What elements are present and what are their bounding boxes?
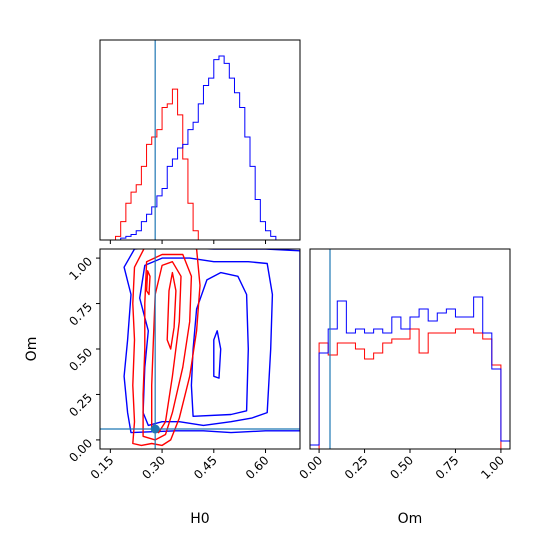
contour-blue-1 [139, 257, 274, 427]
scatter-xtick-label: 0.45 [191, 453, 220, 482]
hist-h0-panel [99, 39, 301, 244]
truth-point-marker [150, 424, 160, 434]
scatter-xtick-label: 0.30 [139, 453, 168, 482]
contour-red-3 [166, 271, 177, 350]
hist-h0-frame [99, 39, 301, 241]
hist-om-xtick-label: 0.25 [342, 453, 371, 482]
scatter-ytick-label: 0.50 [66, 345, 95, 374]
scatter-ytick-label: 1.00 [66, 254, 95, 283]
contour-blue-0 [123, 249, 300, 434]
x-axis-label-om: Om [398, 511, 423, 527]
hist-h0-ticks [109, 240, 267, 244]
scatter-content [100, 249, 300, 449]
hist-om-content [310, 249, 510, 449]
hist-om-frame [309, 248, 511, 450]
hist-h0-plot-area [100, 40, 300, 240]
scatter-ytick-label: 0.75 [66, 300, 95, 329]
hist-om-xtick-label: 0.75 [433, 453, 462, 482]
hist-om-series-red [310, 328, 510, 449]
hist-h0-series-blue [100, 55, 300, 240]
scatter-ytick-label: 0.00 [66, 436, 95, 465]
hist-om-xtick-label: 0.50 [387, 453, 416, 482]
hist-om-xtick-label: 0.00 [296, 453, 325, 482]
hist-om-series-blue [310, 296, 510, 449]
scatter-plot-area [100, 249, 300, 449]
hist-om-panel: 0.00 0.25 0.50 0.75 1.00 [296, 248, 511, 482]
hist-om-plot-area [310, 249, 510, 449]
scatter-h0-om-panel: 0.15 0.30 0.45 0.60 0.00 0.25 0.50 0.75 1.00 [66, 248, 301, 482]
scatter-xtick-label: 0.15 [88, 453, 117, 482]
x-axis-label-h0: H0 [190, 511, 209, 527]
contour-blue-3 [213, 330, 222, 379]
scatter-xtick-label: 0.60 [243, 453, 272, 482]
hist-om-xtick-label: 1.00 [478, 453, 507, 482]
contour-red-2 [151, 261, 182, 434]
contour-red-4 [145, 270, 151, 296]
scatter-ytick-label: 0.25 [66, 391, 95, 420]
hist-h0-content [100, 40, 300, 240]
y-axis-label-om: Om [24, 337, 40, 362]
hist-h0-series-red [100, 88, 300, 240]
contour-red-1 [142, 253, 193, 441]
hist-om-ticks: 0.00 0.25 0.50 0.75 1.00 [296, 449, 507, 482]
contour-red-0 [132, 249, 201, 447]
